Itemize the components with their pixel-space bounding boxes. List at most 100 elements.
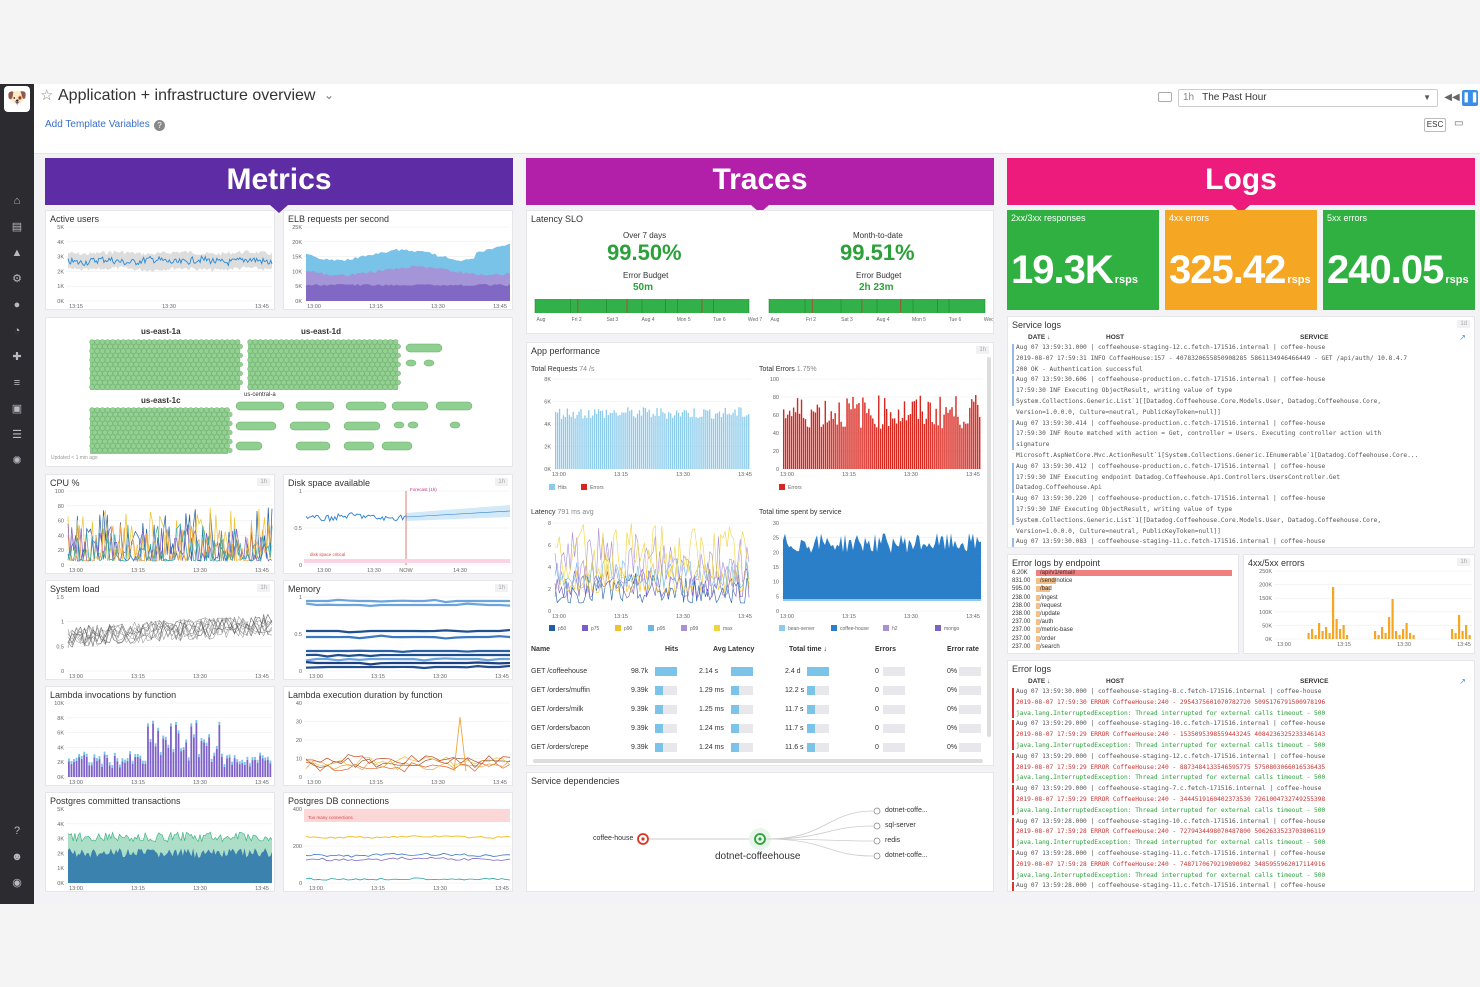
monitors-icon[interactable]: ●: [13, 299, 21, 311]
log-line[interactable]: 2019-08-07 17:59:28 ERROR CoffeeHouse:24…: [1016, 860, 1326, 868]
log-line[interactable]: 2019-08-07 17:59:30 ERROR CoffeeHouse:24…: [1016, 698, 1326, 706]
log-tile-2xx[interactable]: 2xx/3xx responses 19.3K rsps: [1007, 210, 1159, 310]
home-icon[interactable]: ⌂: [13, 195, 21, 207]
pause-button[interactable]: ❚❚: [1462, 90, 1479, 106]
security-icon[interactable]: ✺: [12, 455, 22, 467]
column-header[interactable]: DATE ↓: [1028, 678, 1051, 685]
dashboards-icon[interactable]: ▲: [11, 247, 23, 259]
log-line[interactable]: 2019-08-07 17:59:29 ERROR CoffeeHouse:24…: [1016, 763, 1326, 771]
table-column-header[interactable]: Errors: [875, 646, 897, 653]
target-service-label[interactable]: dotnet-coffe...: [885, 852, 928, 859]
center-service-label[interactable]: dotnet-coffeehouse: [715, 851, 801, 862]
toplist-row[interactable]: 6.20K/api/v1/email/: [1012, 569, 1236, 577]
open-link-icon[interactable]: ↗: [1459, 677, 1466, 686]
target-service-label[interactable]: dotnet-coffe...: [885, 807, 928, 814]
datadog-logo-icon[interactable]: 🐶: [4, 86, 30, 112]
toplist-row[interactable]: 238.00/ingest: [1012, 594, 1236, 602]
log-line[interactable]: java.lang.InterruptedException: Thread i…: [1016, 742, 1326, 749]
log-line[interactable]: Aug 07 13:59:30.606 | coffeehouse-produc…: [1016, 376, 1326, 384]
esc-button[interactable]: ESC: [1424, 118, 1446, 132]
log-line[interactable]: 17:59:30 INF Executing endpoint Datadog.…: [1016, 473, 1341, 481]
log-line[interactable]: Aug 07 13:59:28.000 | coffeehouse-stagin…: [1016, 850, 1326, 857]
team-icon[interactable]: ☻: [11, 851, 23, 863]
log-line[interactable]: 2019-08-07 17:59:29 ERROR CoffeeHouse:24…: [1016, 796, 1326, 803]
log-line[interactable]: 17:59:30 INF Route matched with action =…: [1016, 430, 1382, 438]
table-column-header[interactable]: Error rate: [947, 646, 979, 653]
log-line[interactable]: Aug 07 13:59:30.414 | coffeehouse-produc…: [1016, 419, 1326, 427]
target-service-label[interactable]: redis: [885, 837, 901, 844]
log-line[interactable]: java.lang.InterruptedException: Thread i…: [1016, 871, 1326, 879]
metrics-icon[interactable]: ◔: [13, 325, 21, 337]
error-logs-by-endpoint-widget[interactable]: Error logs by endpoint 6.20K/api/v1/emai…: [1007, 554, 1239, 654]
log-line[interactable]: java.lang.InterruptedException: Thread i…: [1016, 806, 1326, 814]
log-line[interactable]: Microsoft.AspNetCore.Mvc.ActionResult`1[…: [1016, 452, 1419, 459]
table-row[interactable]: GET /orders/muffin 9.39k 1.29 ms 12.2 s 0 0%: [527, 682, 987, 700]
table-column-header[interactable]: Hits: [665, 646, 679, 653]
log-line[interactable]: Aug 07 13:59:28.000 | coffeehouse-stagin…: [1016, 817, 1326, 825]
avatar[interactable]: ◉: [12, 877, 22, 889]
horizontal-scrollbar[interactable]: [533, 759, 983, 763]
open-link-icon[interactable]: ↗: [1459, 333, 1466, 342]
chevron-down-icon[interactable]: ⌄: [324, 88, 335, 102]
events-icon[interactable]: ▤: [11, 221, 23, 233]
log-line[interactable]: 2019-08-07 17:59:31 INFO CoffeeHouse:157…: [1016, 354, 1408, 362]
help-circle-icon[interactable]: ?: [154, 120, 165, 131]
toplist-row[interactable]: 237.00/search: [1012, 643, 1236, 651]
vertical-scrollbar[interactable]: [987, 357, 991, 737]
log-line[interactable]: 200 OK - Authentication successful: [1016, 365, 1143, 373]
column-header[interactable]: HOST: [1106, 334, 1125, 341]
log-line[interactable]: java.lang.InterruptedException: Thread i…: [1016, 839, 1326, 847]
toplist-row[interactable]: 237.00/order: [1012, 635, 1236, 643]
log-line[interactable]: java.lang.InterruptedException: Thread i…: [1016, 774, 1326, 782]
source-service-label[interactable]: coffee-house: [593, 835, 634, 842]
log-line[interactable]: 17:59:30 INF Executing ObjectResult, wri…: [1016, 387, 1233, 395]
log-line[interactable]: 2019-08-07 17:59:29 ERROR CoffeeHouse:24…: [1016, 731, 1326, 739]
log-line[interactable]: Aug 07 13:59:30.412 | coffeehouse-produc…: [1016, 462, 1326, 470]
cpu-widget[interactable]: CPU % 1h 100 80 60 40 20 0 13:00 13:15 13:30 13:4…: [45, 474, 275, 574]
logs-icon[interactable]: ☰: [12, 429, 22, 441]
latency-slo-widget[interactable]: Latency SLO Over 7 days 99.50% Error Bud…: [526, 210, 994, 334]
log-tile-5xx[interactable]: 5xx errors 240.05 rsps: [1323, 210, 1475, 310]
column-header[interactable]: SERVICE: [1300, 678, 1329, 685]
log-line[interactable]: System.Collections.Generic.List`1[[Datad…: [1016, 516, 1382, 524]
table-column-header[interactable]: Name: [531, 646, 551, 653]
log-line[interactable]: Version=1.0.0.0, Culture=neutral, Public…: [1016, 527, 1221, 535]
elb-requests-widget[interactable]: ELB requests per second 25K 20K 15K 10K 5K 0K…: [283, 210, 513, 310]
table-row[interactable]: GET /coffeehouse 98.7k 2.14 s 2.4 d 0 0%: [527, 663, 987, 681]
log-line[interactable]: Aug 07 13:59:31.000 | coffeehouse-stagin…: [1016, 344, 1326, 351]
log-line[interactable]: 17:59:30 INF Executing ObjectResult, wri…: [1016, 506, 1233, 513]
log-tile-4xx[interactable]: 4xx errors 325.42 rsps: [1165, 210, 1317, 310]
toplist-row[interactable]: 238.00/request: [1012, 602, 1236, 610]
column-header[interactable]: HOST: [1106, 678, 1125, 685]
infrastructure-icon[interactable]: ⚙: [12, 273, 22, 285]
log-line[interactable]: Aug 07 13:59:29.000 | coffeehouse-stagin…: [1016, 752, 1326, 760]
host-map-widget[interactable]: us-east-1a us-east-1d us-east-1c us-cent…: [45, 317, 513, 467]
postgres-transactions-widget[interactable]: Postgres committed transactions 5K 4K 3K 2K…: [45, 792, 275, 892]
apm-icon[interactable]: ≡: [13, 377, 21, 389]
log-line[interactable]: System.Collections.Generic.List`1[[Datad…: [1016, 398, 1382, 405]
system-load-widget[interactable]: System load 1h 1.5 1 0.5 0 13:00 13:15 13:30 13…: [45, 580, 275, 680]
log-line[interactable]: Aug 07 13:59:30.083 | coffeehouse-stagin…: [1016, 538, 1326, 546]
memory-widget[interactable]: Memory 1h 1 0.5 0 13:00 13:15 13:30 13:45: [283, 580, 513, 680]
4xx-5xx-errors-widget[interactable]: 4xx/5xx errors 1h 250K 200K 150K 100K 50K 0K 1…: [1243, 554, 1475, 654]
table-column-header[interactable]: Total time ↓: [789, 646, 827, 653]
error-logs-widget[interactable]: Error logs DATE ↓ HOST SERVICE ↗ Aug 07 …: [1007, 660, 1475, 892]
integrations-icon[interactable]: ✚: [12, 351, 22, 363]
star-icon[interactable]: ☆: [40, 87, 54, 104]
table-row[interactable]: GET /orders/crepe 9.39k 1.24 ms 11.6 s 0 0%: [527, 739, 987, 757]
service-dependencies-widget[interactable]: Service dependencies coffee-house dotnet…: [526, 772, 994, 892]
app-performance-widget[interactable]: App performance 1h Total Requests 74 /s …: [526, 342, 994, 766]
toplist-row[interactable]: 238.00/update: [1012, 610, 1236, 618]
log-line[interactable]: Aug 07 13:59:29.000 | coffeehouse-stagin…: [1016, 720, 1326, 728]
service-logs-widget[interactable]: Service logs 1d DATE ↓ HOST SERVICE ↗ Au…: [1007, 316, 1475, 548]
active-users-widget[interactable]: Active users 5K 4K 3K 2K 1K 0K 13:15 13:30 13:45: [45, 210, 275, 310]
toplist-row[interactable]: 831.00/send/notice: [1012, 577, 1236, 585]
rewind-icon[interactable]: ◀◀: [1444, 92, 1460, 103]
toplist-row[interactable]: 595.00/bad: [1012, 585, 1236, 593]
notebooks-icon[interactable]: ▣: [11, 403, 23, 415]
postgres-connections-widget[interactable]: Postgres DB connections 400 200 0 13:00 13:1…: [283, 792, 513, 892]
log-line[interactable]: Aug 07 13:59:28.000 | coffeehouse-stagin…: [1016, 882, 1326, 890]
disk-space-widget[interactable]: Disk space available 1h 1 0.5 0 13:00 13:30 N…: [283, 474, 513, 574]
log-line[interactable]: Aug 07 13:59:30.220 | coffeehouse-produc…: [1016, 495, 1326, 503]
log-line[interactable]: signature: [1016, 441, 1050, 449]
